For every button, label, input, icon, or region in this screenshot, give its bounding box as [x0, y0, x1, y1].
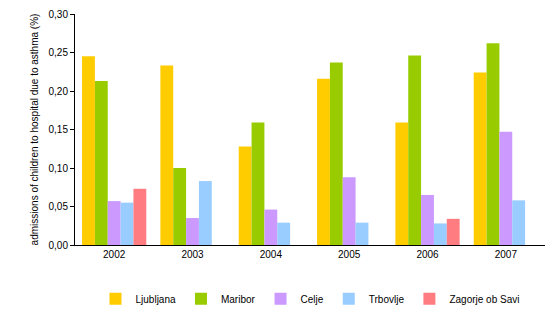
svg-text:2004: 2004: [260, 249, 283, 260]
svg-text:admissions of children to hosp: admissions of children to hospital due t…: [29, 14, 40, 246]
svg-text:0,00: 0,00: [49, 240, 69, 251]
svg-text:2003: 2003: [181, 249, 204, 260]
svg-text:2006: 2006: [416, 249, 439, 260]
svg-text:Zagorje ob Savi: Zagorje ob Savi: [449, 294, 519, 305]
svg-text:Maribor: Maribor: [221, 294, 256, 305]
svg-text:Trbovlje: Trbovlje: [369, 294, 405, 305]
svg-text:0,15: 0,15: [49, 124, 69, 135]
svg-text:2002: 2002: [103, 249, 126, 260]
svg-text:0,30: 0,30: [49, 9, 69, 20]
svg-text:2005: 2005: [338, 249, 361, 260]
svg-text:0,10: 0,10: [49, 163, 69, 174]
svg-text:0,05: 0,05: [49, 201, 69, 212]
svg-text:Celje: Celje: [301, 294, 324, 305]
svg-text:0,25: 0,25: [49, 47, 69, 58]
svg-text:Ljubljana: Ljubljana: [136, 294, 176, 305]
svg-text:2007: 2007: [495, 249, 518, 260]
svg-text:0,20: 0,20: [49, 86, 69, 97]
